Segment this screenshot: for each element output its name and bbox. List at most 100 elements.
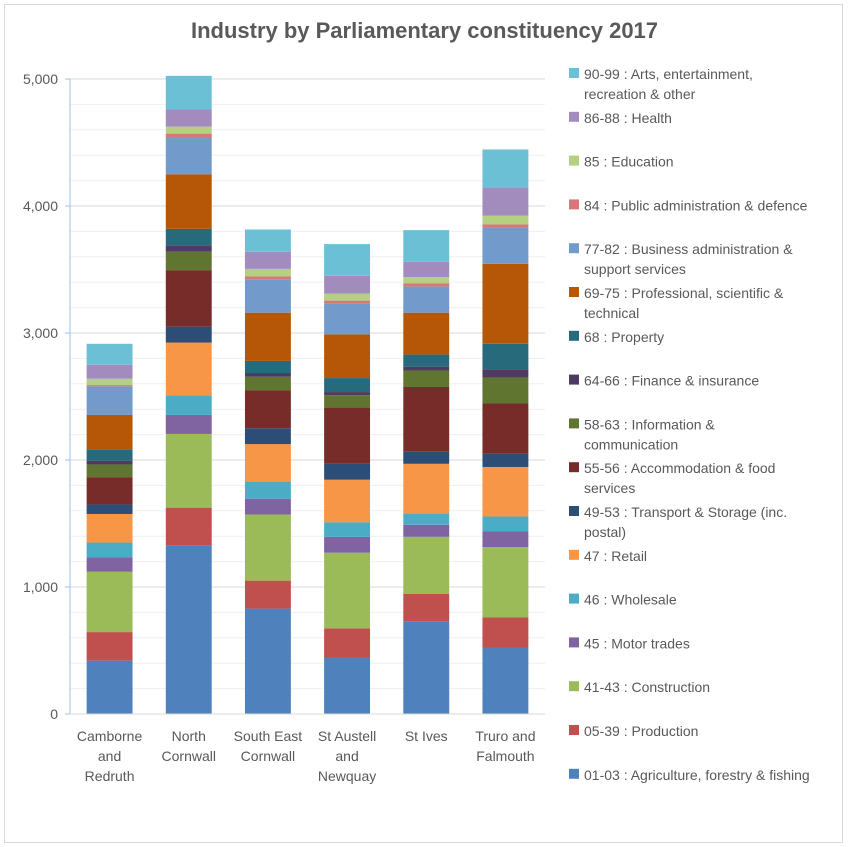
legend-swatch: [569, 111, 579, 122]
bar-segment: [324, 479, 371, 523]
x-category-label: and: [335, 748, 358, 764]
bar-segment: [324, 293, 371, 301]
bar-segment: [86, 364, 133, 379]
bar-segment: [403, 230, 450, 262]
bar-segment: [324, 303, 371, 335]
bar-segment: [86, 449, 133, 461]
x-category-label: Falmouth: [476, 748, 534, 764]
bar-segment: [482, 546, 529, 618]
legend-label: 86-88 : Health: [584, 110, 672, 126]
bar-segment: [482, 453, 529, 467]
bar-segment: [403, 621, 450, 714]
legend-swatch: [569, 637, 579, 648]
bar-segment: [324, 334, 371, 379]
bar-segment: [165, 507, 212, 546]
legend-swatch: [569, 462, 579, 473]
bar-segment: [86, 464, 133, 478]
bar-segment: [324, 395, 371, 408]
legend-label: 05-39 : Production: [584, 723, 698, 739]
bar-segment: [324, 522, 371, 537]
x-category-label: Cornwall: [241, 748, 295, 764]
x-category-label: Camborne: [77, 728, 143, 744]
x-category-label: and: [98, 748, 121, 764]
bar-segment: [403, 536, 450, 594]
y-tick-label: 3,000: [23, 325, 58, 341]
legend-swatch: [569, 681, 579, 692]
bar-segment: [86, 632, 133, 661]
legend-label: recreation & other: [584, 86, 696, 102]
legend-swatch: [569, 287, 579, 297]
legend-label: 41-43 : Construction: [584, 679, 710, 695]
bar-segment: [244, 580, 291, 609]
bar-segment: [482, 215, 529, 225]
bar-segment: [244, 360, 291, 374]
bar-segment: [403, 451, 450, 464]
bar-segment: [86, 477, 133, 505]
bar-segment: [324, 275, 371, 294]
bar-segment: [86, 378, 133, 386]
legend-label: 77-82 : Business administration &: [584, 241, 793, 257]
legend-label: 58-63 : Information &: [584, 416, 715, 432]
bar-segment: [165, 126, 212, 134]
bars: [86, 75, 529, 714]
legend-label: support services: [584, 261, 686, 277]
legend-label: communication: [584, 436, 678, 452]
bar-segment: [244, 373, 291, 377]
bar-segment: [86, 460, 133, 465]
x-category-label: Newquay: [318, 768, 376, 784]
bar-segment: [244, 312, 291, 361]
legend-swatch: [569, 506, 579, 516]
bar-segment: [324, 407, 371, 464]
y-axis: 0 1,000 2,000 3,000 4,000 5,000: [23, 71, 71, 722]
bar-segment: [403, 354, 450, 367]
bar-segment: [86, 386, 133, 415]
bar-segment: [244, 514, 291, 581]
legend-label: 45 : Motor trades: [584, 635, 690, 651]
legend-swatch: [569, 330, 579, 341]
gridlines: [70, 78, 545, 715]
bar-segment: [165, 174, 212, 229]
legend-label: 46 : Wholesale: [584, 592, 677, 608]
bar-segment: [244, 229, 291, 252]
legend-label: postal): [584, 524, 626, 540]
legend-swatch: [569, 243, 579, 254]
bar-segment: [482, 149, 529, 188]
bar-segment: [86, 571, 133, 633]
bar-segment: [403, 283, 450, 287]
legend-label: services: [584, 480, 635, 496]
bar-segment: [482, 263, 529, 344]
bar-segment: [482, 377, 529, 404]
bar-segment: [86, 557, 133, 572]
legend-swatch: [569, 68, 579, 78]
bar-segment: [244, 251, 291, 269]
bar-segment: [482, 343, 529, 370]
x-category-label: South East: [234, 728, 303, 744]
legend-swatch: [569, 549, 579, 560]
bar-segment: [403, 524, 450, 537]
bar-segment: [244, 444, 291, 482]
bar-segment: [244, 498, 291, 515]
bar-segment: [165, 228, 212, 246]
bar-segment: [86, 513, 133, 543]
bar-segment: [482, 516, 529, 532]
bar-segment: [324, 244, 371, 276]
legend-swatch: [569, 199, 579, 210]
bar-segment: [482, 369, 529, 378]
legend-label: 01-03 : Agriculture, forestry & fishing: [584, 767, 810, 783]
x-axis: Camborne and Redruth North Cornwall South Eas…: [70, 713, 545, 784]
legend-label: 64-66 : Finance & insurance: [584, 373, 759, 389]
bar-segment: [403, 286, 450, 313]
bar-segment: [244, 481, 291, 499]
bar-segment: [244, 390, 291, 429]
legend: 90-99 : Arts, entertainment, recreation &…: [569, 66, 810, 783]
bar-segment: [482, 227, 529, 264]
bar-segment: [86, 343, 133, 365]
bar-segment: [165, 326, 212, 343]
x-category-label: North: [172, 728, 206, 744]
bar-segment: [482, 647, 529, 714]
bar-segment: [165, 245, 212, 252]
bar-segment: [324, 463, 371, 480]
bar-segment: [165, 414, 212, 434]
legend-label: 85 : Education: [584, 154, 674, 170]
bar-segment: [403, 593, 450, 622]
